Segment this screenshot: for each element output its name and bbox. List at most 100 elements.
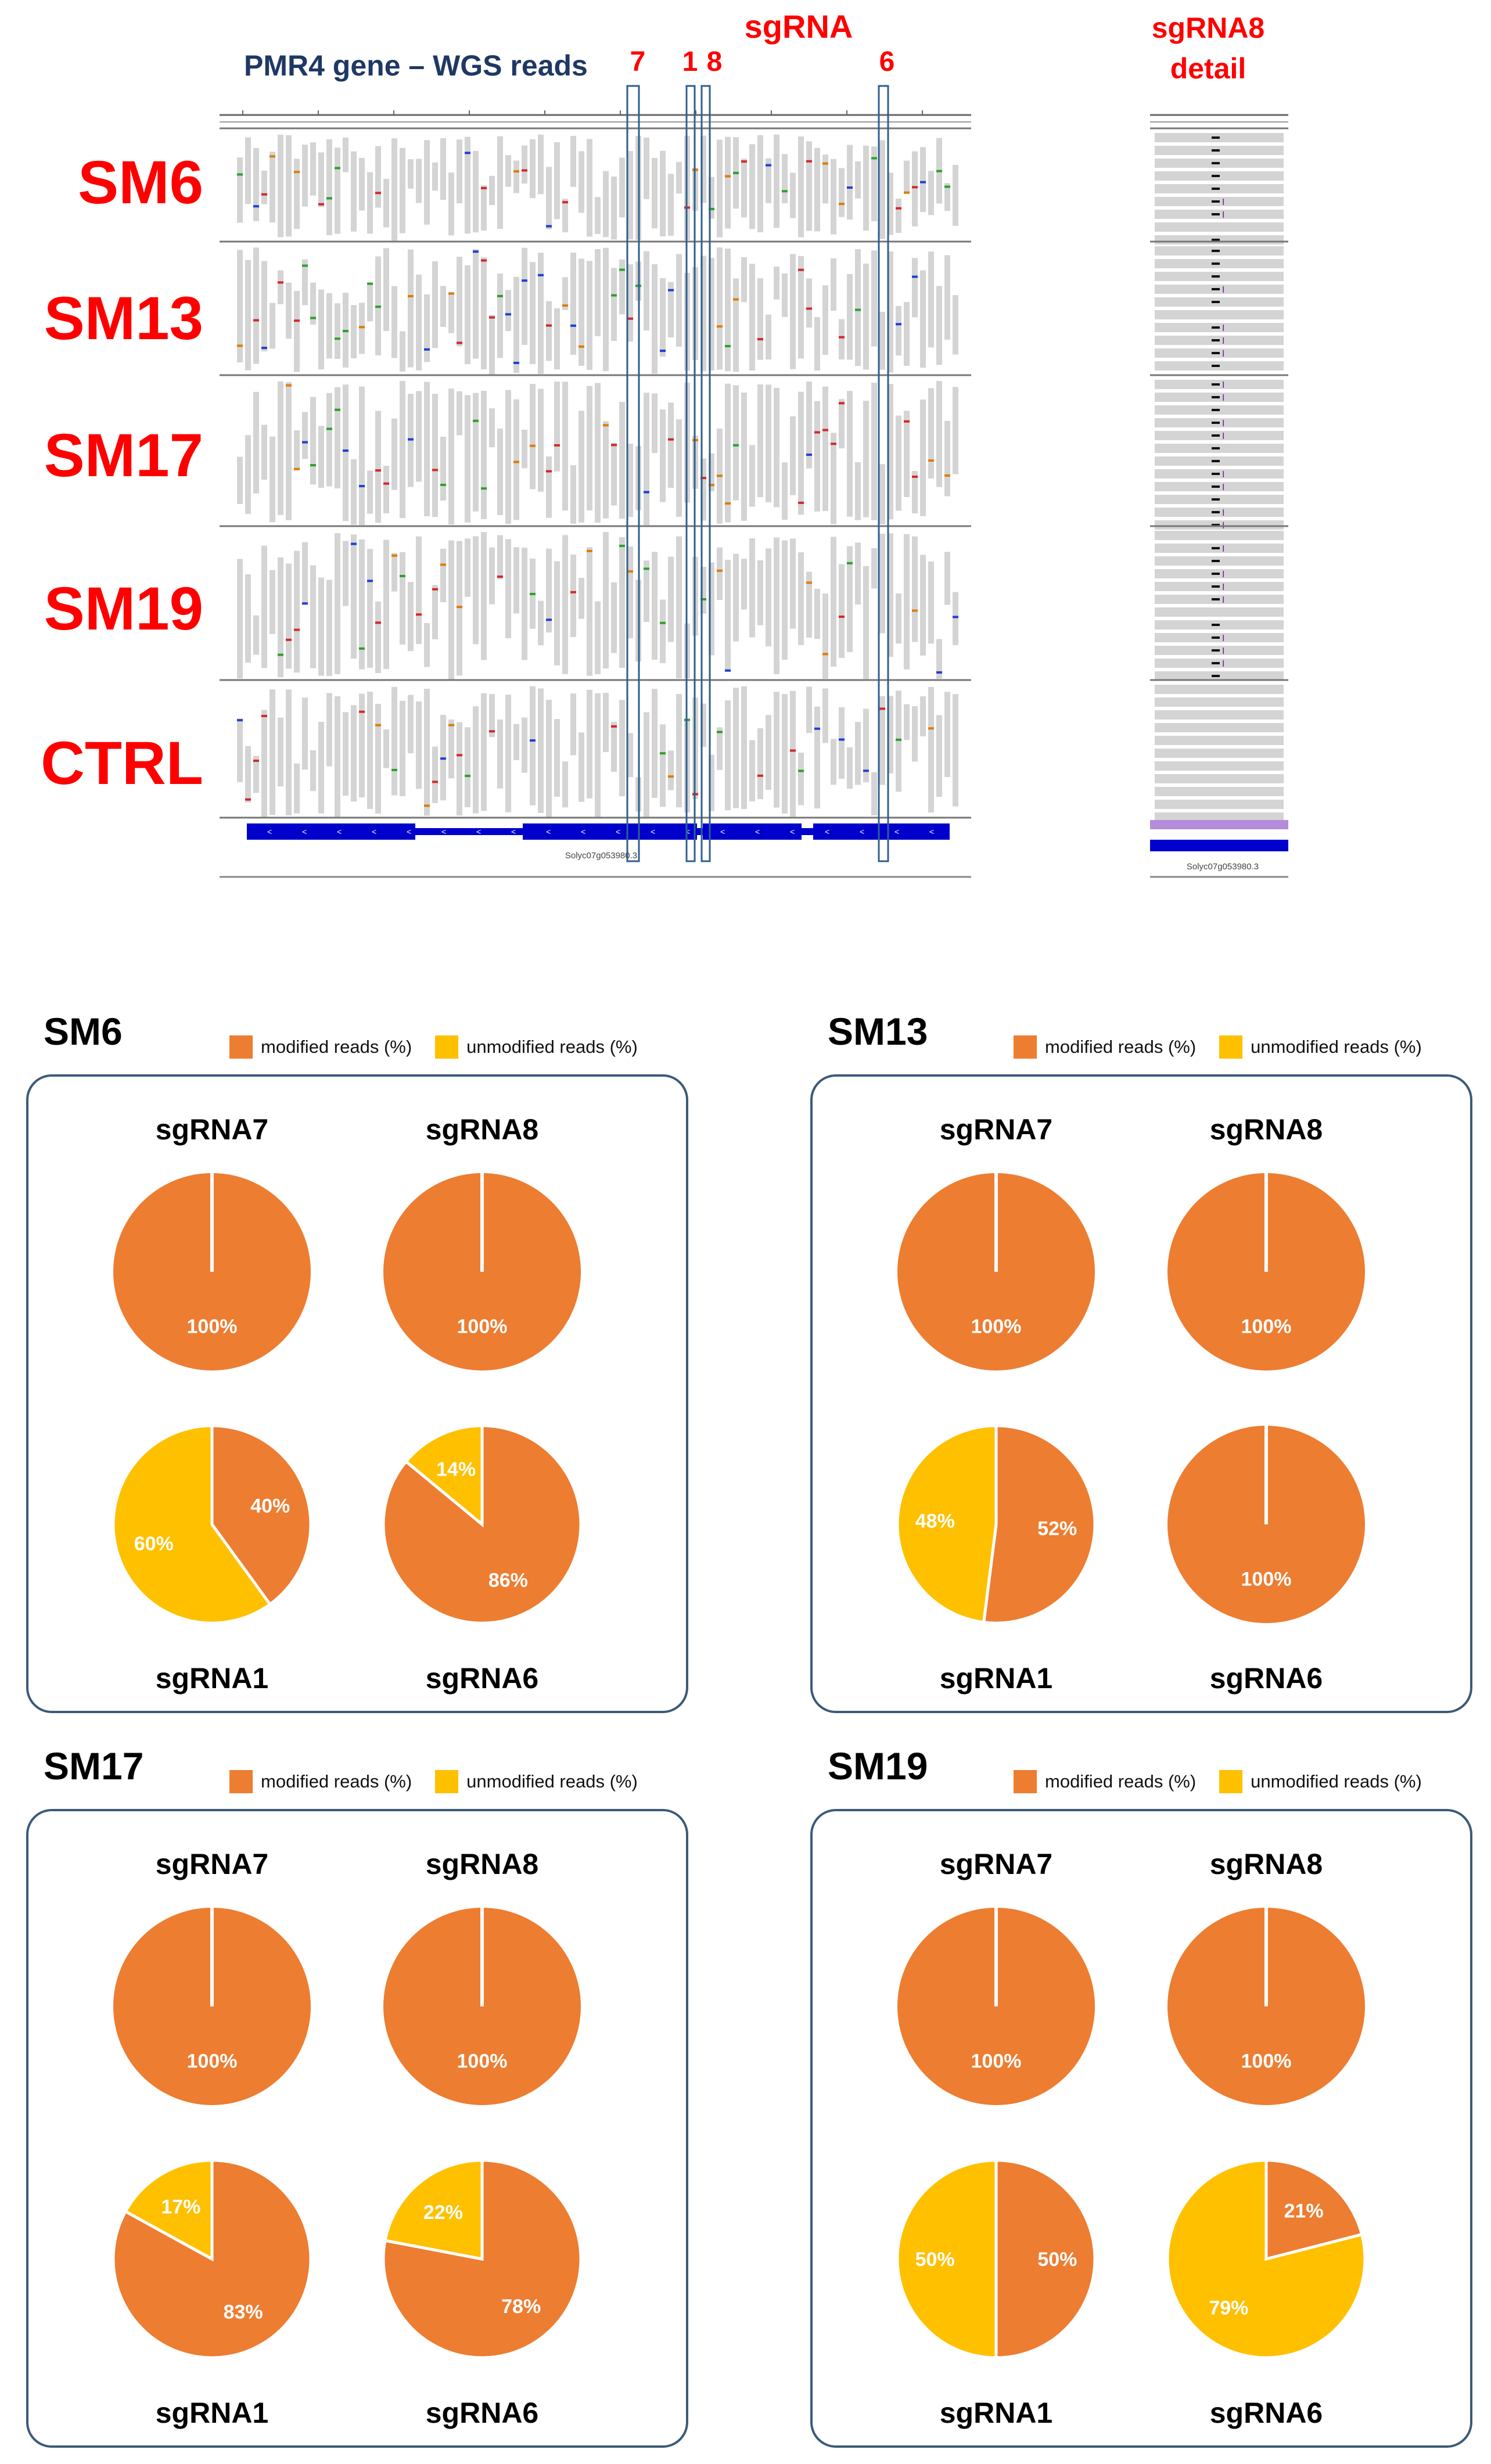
read-stack: [237, 381, 958, 526]
read-bar: [310, 750, 316, 792]
panel-title: SM19: [828, 1744, 928, 1787]
deletion-mark: [1212, 511, 1220, 513]
read-bar: [237, 157, 243, 223]
read-mismatch: [700, 477, 706, 480]
strand-arrow: <: [894, 827, 899, 836]
read-mismatch: [473, 419, 479, 422]
read-bar: [587, 547, 592, 676]
pie-slice-modified: [382, 1424, 583, 1625]
read-bar: [757, 135, 763, 232]
read-bar: [676, 536, 682, 679]
read-mismatch: [302, 602, 308, 605]
strand-arrow: <: [790, 827, 795, 836]
read-mismatch: [757, 774, 763, 777]
read-bar: [465, 136, 470, 234]
read-bar: [741, 686, 747, 810]
read-bar: [278, 134, 283, 238]
panel-title: SM13: [828, 1010, 928, 1053]
read-mismatch: [733, 298, 739, 301]
read-bar: [831, 159, 836, 235]
insertion-mark: I: [1222, 336, 1224, 346]
read-mismatch: [928, 459, 934, 462]
read-bar: [953, 592, 958, 645]
deletion-mark: [1212, 136, 1220, 139]
insertion-mark: I: [1222, 508, 1224, 518]
read-bar: [879, 696, 885, 785]
deletion-mark: [1212, 396, 1220, 398]
read-bar: [603, 532, 609, 669]
read-bar: [261, 425, 267, 480]
read-bar: [831, 537, 836, 667]
read-mismatch: [831, 443, 836, 445]
read-bar: [562, 199, 568, 232]
read-bar: [554, 142, 560, 220]
read-bar: [806, 381, 812, 469]
read-bar: [530, 686, 536, 805]
read-bar: [944, 255, 950, 340]
read-bar: [579, 578, 584, 619]
deletion-mark: [1212, 250, 1220, 252]
deletion-mark: [1212, 573, 1220, 575]
read-bar: [1155, 761, 1284, 771]
read-bar: [245, 435, 251, 515]
read-bar: [928, 686, 934, 813]
read-mismatch: [286, 384, 292, 387]
read-bar: [562, 761, 568, 808]
strand-arrow: <: [720, 827, 725, 836]
read-bar: [302, 542, 308, 603]
read-mismatch: [457, 341, 462, 344]
sgrna-number-1: 1: [682, 46, 698, 77]
read-mismatch: [538, 274, 544, 276]
pie-chart: 100%: [113, 1908, 311, 2105]
read-bar: [237, 250, 243, 363]
read-bar: [554, 382, 560, 472]
read-mismatch: [644, 491, 649, 494]
read-bar: [465, 265, 470, 365]
read-bar: [717, 727, 723, 770]
read-mismatch: [814, 431, 820, 434]
read-bar: [383, 248, 389, 332]
deletion-mark: [1212, 422, 1220, 424]
read-bar: [522, 429, 527, 469]
read-bar: [432, 162, 438, 191]
read-mismatch: [237, 344, 243, 347]
insertion-mark: I: [1222, 634, 1224, 643]
gene-exon: [247, 823, 415, 840]
read-bar: [912, 536, 918, 642]
read-bar: [522, 717, 527, 773]
read-bar: [863, 145, 869, 231]
strand-arrow: <: [476, 827, 481, 836]
pie-chart: 100%: [1167, 1908, 1365, 2105]
read-mismatch: [294, 319, 300, 322]
deletion-mark: [1212, 409, 1220, 411]
read-bar: [400, 148, 405, 233]
read-bar: [497, 136, 503, 229]
read-bar: [424, 382, 430, 516]
pie-name: sgRNA6: [425, 1662, 539, 1695]
read-bar: [367, 172, 373, 234]
read-mismatch: [546, 324, 552, 327]
read-bar: [782, 462, 788, 520]
pie-name: sgRNA1: [155, 1662, 269, 1695]
read-mismatch: [619, 268, 625, 271]
read-bar: [855, 462, 861, 520]
read-mismatch: [522, 279, 527, 282]
read-bar: [847, 747, 853, 789]
pie-slice-unmodified: [1166, 2159, 1367, 2359]
strand-arrow: <: [755, 827, 760, 836]
detail-title-line2: detail: [1170, 52, 1246, 85]
read-bar: [497, 274, 503, 358]
read-mismatch: [806, 581, 812, 584]
read-bar: [513, 276, 519, 373]
read-bar: [497, 428, 503, 515]
read-bar: [473, 249, 479, 359]
pie-label-modified: 100%: [1241, 1569, 1292, 1591]
gene-exon: [813, 823, 950, 840]
read-bar: [335, 148, 340, 234]
deletion-mark: [1212, 339, 1220, 341]
read-bar: [326, 139, 332, 235]
read-bar: [660, 278, 666, 357]
read-bar: [481, 185, 487, 231]
read-bar: [424, 623, 430, 667]
read-mismatch: [904, 191, 910, 194]
